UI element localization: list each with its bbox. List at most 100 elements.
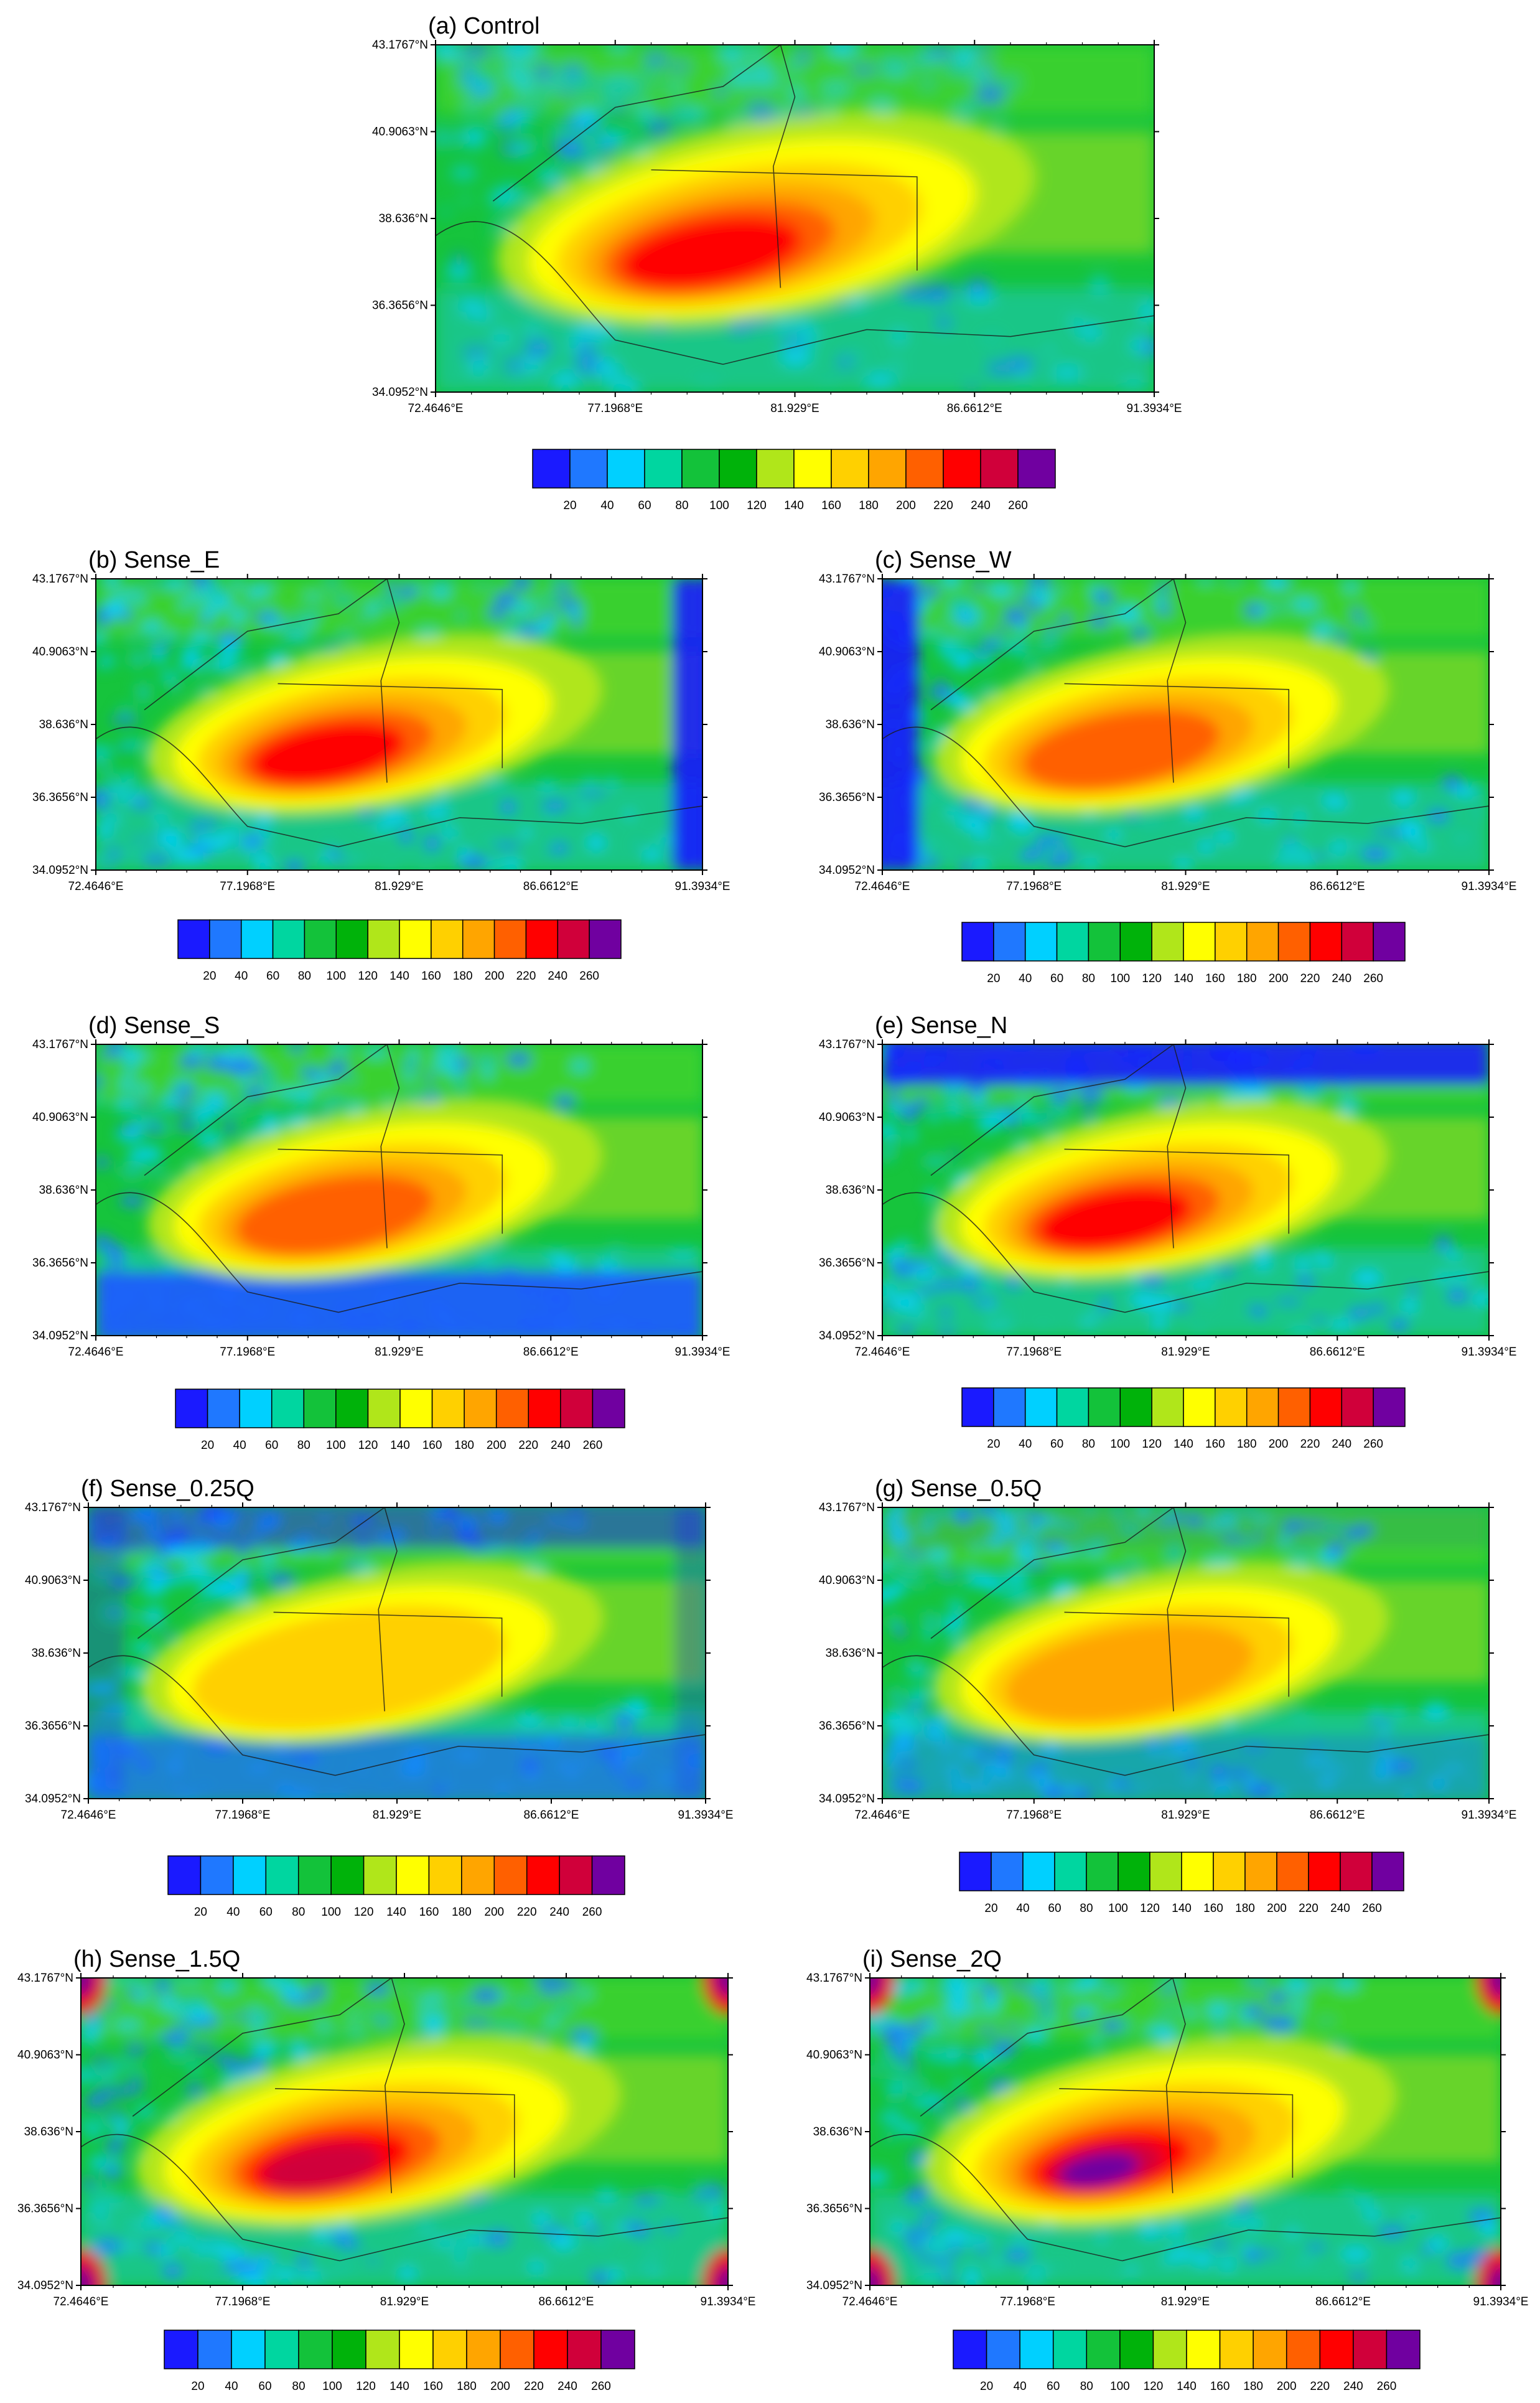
lat-tick-label: 40.9063°N [32,1111,88,1124]
colorbar-label: 180 [457,2380,477,2393]
colorbar-label: 160 [1203,1902,1223,1915]
lon-tick-label: 72.4646°E [855,880,910,893]
colorbar-swatch [1086,2330,1121,2369]
colorbar-swatch [607,449,645,489]
lon-tick-label: 81.929°E [1161,880,1210,893]
colorbar-swatch [953,2330,987,2369]
colorbar-label: 160 [421,970,441,983]
lon-tick-label: 72.4646°E [54,2295,109,2308]
colorbar-label: 180 [1243,2380,1263,2393]
colorbar-swatch [959,1852,992,1891]
lon-tick-label: 81.929°E [1161,1346,1210,1359]
colorbar-swatch [1276,1852,1309,1891]
colorbar-label: 40 [235,970,248,983]
colorbar-swatch [961,922,994,962]
colorbar-swatch [533,2330,568,2369]
lat-tick-label: 36.3656°N [17,2203,73,2216]
lon-tick-label: 91.3934°E [1462,1809,1517,1822]
lon-tick-label: 72.4646°E [68,880,124,893]
colorbar-label: 160 [821,499,841,512]
lon-tick-label: 81.929°E [375,880,423,893]
colorbar-swatch [1353,2330,1388,2369]
colorbar-label: 100 [1110,972,1130,985]
lat-tick-label: 40.9063°N [25,1574,81,1587]
colorbar-label: 200 [1269,1438,1289,1451]
lat-tick-label: 36.3656°N [32,791,88,804]
lat-tick-label: 38.636°N [32,1647,81,1660]
colorbar-swatch [1151,922,1184,962]
colorbar-swatch [1119,922,1152,962]
colorbar-swatch [1024,1387,1058,1427]
lon-tick-label: 72.4646°E [855,1346,910,1359]
colorbar-swatch [1215,1387,1248,1427]
colorbar-label: 160 [422,1439,442,1452]
colorbar-label: 140 [1174,1438,1193,1451]
colorbar-label: 180 [859,499,879,512]
colorbar-label: 140 [1177,2380,1197,2393]
colorbar-swatch [493,919,527,959]
lat-tick-label: 38.636°N [24,2125,73,2138]
colorbar-swatch [980,449,1019,489]
colorbar-swatch [993,1387,1026,1427]
panel-title-e: (e) Sense_N [875,1013,1007,1039]
lat-tick-label: 36.3656°N [819,791,875,804]
colorbar-swatch [298,2330,333,2369]
lat-tick-label: 40.9063°N [819,645,875,658]
panel-title-d: (d) Sense_S [88,1013,220,1039]
colorbar-label: 260 [1363,1438,1383,1451]
colorbar-swatch [399,2330,434,2369]
colorbar-swatch [209,919,242,959]
colorbar-swatch [1309,922,1343,962]
colorbar-swatch [1183,922,1216,962]
lat-tick-label: 36.3656°N [372,299,428,312]
colorbar-label: 100 [322,2380,342,2393]
lat-tick-label: 43.1767°N [819,573,875,586]
colorbar-swatch [1253,2330,1287,2369]
lon-tick-label: 86.6612°E [523,880,579,893]
map-field-f [88,1507,706,1799]
colorbar-label: 80 [1080,1902,1093,1915]
colorbar-i: 20 40 60 80 100 120 140 160 180 200 220 240 260 [953,2330,1421,2393]
lon-tick-label: 91.3934°E [1473,2295,1529,2308]
lat-tick-label: 34.0952°N [17,2279,73,2292]
colorbar-swatch [1309,1387,1343,1427]
lat-tick-label: 43.1767°N [32,1038,88,1051]
colorbar-swatch [332,2330,366,2369]
panel-title-h: (h) Sense_1.5Q [73,1946,240,1972]
colorbar-swatch [1341,922,1374,962]
lon-tick-label: 81.929°E [770,402,819,415]
lat-tick-label: 38.636°N [39,718,88,731]
colorbar-label: 200 [1277,2380,1297,2393]
colorbar-swatch [399,919,432,959]
colorbar-label: 260 [591,2380,611,2393]
lon-tick-label: 91.3934°E [675,880,730,893]
colorbar-swatch [200,1855,234,1895]
colorbar-swatch [197,2330,232,2369]
colorbar-swatch [589,919,622,959]
colorbar-h: 20 40 60 80 100 120 140 160 180 200 220 240 260 [164,2330,635,2393]
colorbar-swatch [993,922,1026,962]
colorbar-label: 160 [423,2380,443,2393]
colorbar-label: 20 [980,2380,993,2393]
colorbar-label: 100 [1108,1902,1128,1915]
colorbar-swatch [1371,1852,1404,1891]
colorbar-swatch [644,449,683,489]
colorbar-label: 160 [419,1906,439,1919]
colorbar-swatch [240,919,274,959]
colorbar-label: 180 [1237,1438,1257,1451]
colorbar-swatch [495,1389,530,1428]
colorbar-swatch [1277,1387,1311,1427]
lat-tick-label: 34.0952°N [32,864,88,877]
colorbar-label: 240 [1330,1902,1350,1915]
colorbar-label: 120 [358,970,378,983]
colorbar-swatch [1319,2330,1354,2369]
lat-tick-label: 36.3656°N [32,1257,88,1270]
colorbar-label: 20 [203,970,216,983]
colorbar-swatch [793,449,832,489]
colorbar-label: 200 [485,970,505,983]
colorbar-label: 60 [266,970,279,983]
colorbar-label: 60 [259,1906,273,1919]
colorbar-swatch [265,1855,299,1895]
colorbar-swatch [271,1389,305,1428]
